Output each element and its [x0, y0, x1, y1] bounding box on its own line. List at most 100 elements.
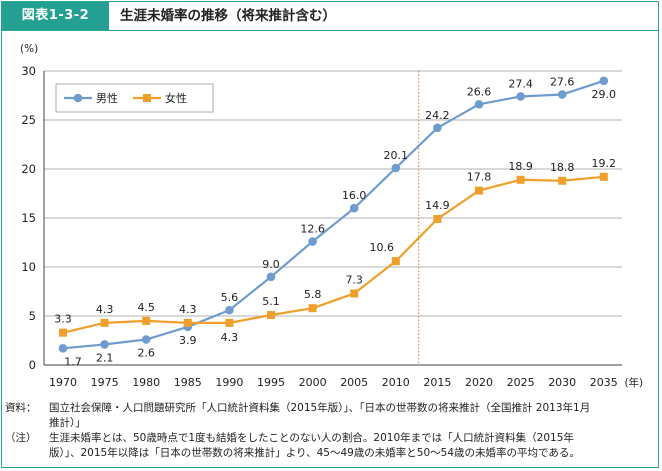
x-tick-label-2025: 2025 — [507, 376, 535, 389]
footnote-text-line1: 生涯未婚率とは、50歳時点で1度も結婚をしたことのない人の割合。2010年までは… — [49, 432, 574, 444]
figure-title: 生涯未婚率の推移（将来推計含む） — [120, 8, 336, 24]
x-tick-label-2030: 2030 — [548, 376, 576, 389]
marker-female-1975 — [100, 318, 109, 327]
x-tick-label-2000: 2000 — [299, 376, 327, 389]
data-label-female-2020: 17.8 — [467, 171, 492, 184]
data-label-female-1970: 3.3 — [54, 313, 72, 326]
line-chart: 0 5 10 15 2025 30 (%) 1970 1975 1980 1985 1990 1995 2… — [20, 43, 643, 389]
data-label-female-1995: 5.1 — [262, 295, 280, 308]
data-label-female-2030: 18.8 — [550, 161, 575, 174]
data-label-male-2030: 27.6 — [550, 76, 575, 89]
x-tick-label-1995: 1995 — [257, 376, 285, 389]
x-tick-label-2020: 2020 — [465, 376, 493, 389]
marker-female-2015 — [433, 214, 442, 223]
legend-marker-female — [143, 94, 151, 102]
marker-female-2020 — [475, 186, 483, 195]
marker-female-2035 — [599, 172, 608, 181]
data-label-male-1985: 3.9 — [179, 334, 197, 347]
source-text-line2: 推計）」 — [49, 417, 86, 429]
axes: 0 5 10 15 2025 30 (%) 1970 1975 1980 1985 1990 1995 2… — [20, 43, 643, 389]
data-label-female-2000: 5.8 — [304, 288, 322, 301]
data-label-male-2025: 27.4 — [508, 77, 533, 90]
data-label-female-1990: 4.3 — [221, 331, 239, 344]
legend-marker-male — [73, 93, 83, 103]
y-unit-label: (%) — [20, 43, 38, 55]
source-note-cont: 推計）」 — [49, 416, 86, 431]
marker-male-2025 — [516, 92, 525, 101]
x-tick-label-1975: 1975 — [91, 376, 119, 389]
x-tick-label-1985: 1985 — [174, 376, 202, 389]
marker-female-2010 — [391, 257, 400, 266]
marker-female-2000 — [308, 304, 317, 313]
series-line-male — [62, 79, 605, 350]
data-label-female-2035: 19.2 — [592, 157, 617, 170]
source-text-line1: 国立社会保障・人口問題研究所「人口統計資料集（2015年版）」、「日本の世帯数の… — [49, 402, 591, 414]
data-label-male-1990: 5.6 — [221, 291, 239, 304]
x-tick-label-2015: 2015 — [423, 376, 451, 389]
source-note: 資料： 国立社会保障・人口問題研究所「人口統計資料集（2015年版）」、「日本の世… — [5, 401, 590, 416]
data-label-male-2010: 20.1 — [384, 149, 409, 162]
data-label-male-2020: 26.6 — [467, 85, 492, 98]
x-tick-label-1980: 1980 — [132, 376, 160, 389]
marker-male-2000 — [308, 237, 317, 246]
data-label-female-2005: 7.3 — [345, 273, 363, 286]
y-tick-label-10: 10 — [21, 260, 36, 274]
legend-label-male: 男性 — [96, 91, 118, 105]
footnote: （注） 生涯未婚率とは、50歳時点で1度も結婚をしたことのない人の割合。2010年… — [5, 431, 574, 446]
footnote-cont: 版）」、2015年以降は「日本の世帯数の将来推計」より、45〜49歳の未婚率と5… — [49, 446, 580, 461]
marker-male-2010 — [391, 163, 401, 173]
footnote-text-line2: 版）」、2015年以降は「日本の世帯数の将来推計」より、45〜49歳の未婚率と5… — [49, 447, 580, 459]
footnote-label: （注） — [5, 432, 37, 444]
data-label-male-1980: 2.6 — [137, 347, 155, 360]
data-label-male-1970: 1.7 — [64, 355, 82, 368]
data-label-female-2010: 10.6 — [370, 241, 395, 254]
data-label-female-1985: 4.3 — [179, 303, 197, 316]
marker-male-2030 — [557, 90, 567, 99]
figure-number-badge: 図表1-3-2 — [2, 2, 109, 30]
data-label-female-2025: 18.9 — [508, 160, 533, 173]
marker-female-1980 — [142, 316, 151, 325]
y-tick-label-0: 0 — [29, 358, 36, 372]
x-tick-label-1970: 1970 — [49, 376, 77, 389]
marker-female-1985 — [183, 318, 192, 327]
marker-male-2015 — [433, 123, 442, 133]
gridlines — [44, 70, 622, 365]
data-label-male-1975: 2.1 — [96, 351, 114, 364]
x-unit-label: (年) — [624, 376, 643, 389]
y-tick-label-30: 30 — [21, 64, 36, 78]
y-tick-label-15: 15 — [21, 211, 36, 225]
data-label-female-1980: 4.5 — [137, 301, 155, 314]
data-label-male-2000: 12.6 — [300, 223, 325, 236]
x-tick-label-2035: 2035 — [590, 376, 618, 389]
x-tick-label-2005: 2005 — [340, 376, 368, 389]
data-label-male-1995: 9.0 — [262, 258, 280, 271]
marker-male-2035 — [599, 76, 609, 86]
x-tick-label-2010: 2010 — [382, 376, 410, 389]
source-label: 資料： — [5, 402, 37, 414]
marker-female-1995 — [267, 311, 275, 320]
data-label-female-2015: 14.9 — [425, 199, 450, 212]
marker-male-1970 — [58, 344, 68, 353]
series-lines — [58, 76, 609, 353]
marker-male-1995 — [266, 272, 276, 282]
x-tick-label-1990: 1990 — [215, 376, 243, 389]
figure-header: 図表1-3-2 生涯未婚率の推移（将来推計含む） — [2, 2, 658, 31]
marker-female-2005 — [350, 289, 359, 298]
data-label-female-1975: 4.3 — [96, 303, 114, 316]
series-line-female — [62, 175, 604, 334]
legend: 男性 女性 — [55, 83, 214, 113]
marker-female-2030 — [558, 176, 567, 185]
marker-male-1980 — [141, 335, 151, 344]
y-tick-label-25: 25 — [21, 113, 36, 127]
marker-female-2025 — [516, 175, 525, 184]
data-label-male-2035: 29.0 — [592, 88, 617, 101]
marker-male-2005 — [349, 203, 359, 213]
data-labels: 1.7 2.1 2.6 3.9 5.6 9.0 12.6 16.0 20.1 24.2 26.6 27… — [54, 76, 616, 369]
legend-label-female: 女性 — [165, 91, 187, 105]
marker-female-1970 — [59, 328, 67, 337]
data-label-male-2015: 24.2 — [425, 109, 450, 122]
marker-female-1990 — [225, 318, 234, 327]
y-tick-label-5: 5 — [29, 309, 36, 323]
data-label-male-2005: 16.0 — [342, 189, 367, 202]
